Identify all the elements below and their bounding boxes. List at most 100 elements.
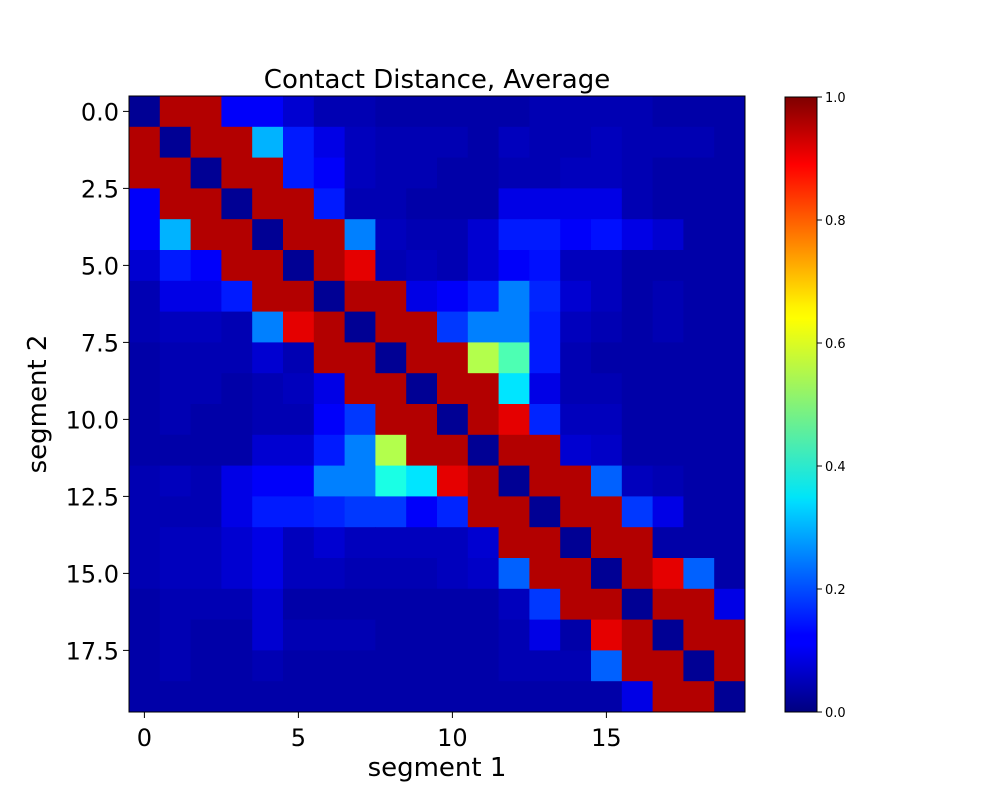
heatmap-cell [652,342,684,374]
heatmap-cell [560,342,592,374]
heatmap-cell [159,188,192,220]
heatmap-cell [529,465,561,497]
heatmap-cell [621,157,654,189]
heatmap-cell [375,465,407,497]
heatmap-cell [714,188,746,220]
heatmap-cell [159,650,192,682]
heatmap-cell [560,96,592,128]
heatmap-cell [652,157,684,189]
heatmap-cell [683,157,715,189]
heatmap-cell [313,219,346,251]
heatmap-cell [159,527,192,559]
heatmap-cell [283,280,315,313]
heatmap-cell [313,496,346,528]
heatmap-cell [221,404,253,436]
heatmap-cell [190,188,222,220]
heatmap-cell [437,527,469,559]
heatmap-cell [406,681,438,713]
heatmap-cell [714,311,746,343]
heatmap-cell [129,404,161,436]
heatmap-cell [159,311,192,343]
heatmap-cell [529,527,561,559]
heatmap-cell [529,96,561,128]
heatmap-cell [252,434,284,467]
heatmap-cell [190,126,222,159]
heatmap-cell [283,342,315,374]
heatmap-cell [591,126,623,159]
heatmap-cell [344,157,376,189]
heatmap-cell [621,404,654,436]
heatmap-cell [159,404,192,436]
heatmap-cell [375,434,407,467]
heatmap-cell [190,496,222,528]
heatmap-cell [683,188,715,220]
heatmap-cell [437,157,469,189]
heatmap-cell [252,619,284,651]
heatmap-cell [529,650,561,682]
heatmap-cell [221,157,253,189]
heatmap-cell [683,373,715,405]
heatmap-cell [252,588,284,621]
heatmap-cell [437,342,469,374]
heatmap-cell [498,219,530,251]
x-tick-label: 5 [291,724,306,752]
heatmap-cell [498,650,530,682]
heatmap-cell [714,280,746,313]
heatmap-cell [683,681,715,713]
heatmap-cell [252,558,284,590]
heatmap-cell [591,373,623,405]
heatmap-cell [714,434,746,467]
colorbar-tick-label: 0.6 [825,337,846,352]
heatmap-cell [283,250,315,282]
heatmap-cell [652,373,684,405]
heatmap-cell [714,619,746,651]
heatmap-cell [621,619,654,651]
heatmap-cell [467,311,500,343]
heatmap-cell [714,126,746,159]
heatmap-cell [252,404,284,436]
heatmap-cell [683,496,715,528]
heatmap-cell [529,681,561,713]
heatmap-cell [683,650,715,682]
heatmap-cell [498,434,530,467]
heatmap-cell [529,342,561,374]
heatmap-cell [283,681,315,713]
heatmap-cell [159,250,192,282]
heatmap-cell [252,250,284,282]
heatmap-cell [190,342,222,374]
heatmap-cell [159,126,192,159]
heatmap-cell [621,126,654,159]
heatmap-cell [560,681,592,713]
heatmap-cell [190,373,222,405]
heatmap-cell [467,280,500,313]
heatmap-cell [252,465,284,497]
heatmap-cell [560,496,592,528]
heatmap-cell [714,527,746,559]
heatmap-cell [529,404,561,436]
heatmap-cell [406,619,438,651]
heatmap-cell [190,96,222,128]
colorbar-tick-label: 0.8 [825,214,846,229]
heatmap-cells [129,96,746,713]
y-axis-label: segment 2 [23,335,53,474]
heatmap-cell [159,558,192,590]
heatmap-cell [375,373,407,405]
heatmap-cell [683,126,715,159]
heatmap-cell [252,373,284,405]
heatmap-cell [714,496,746,528]
heatmap-cell [652,311,684,343]
heatmap-cell [529,373,561,405]
heatmap-cell [406,311,438,343]
heatmap-cell [283,373,315,405]
heatmap-cell [560,404,592,436]
heatmap-cell [375,280,407,313]
heatmap-cell [406,373,438,405]
heatmap-cell [129,558,161,590]
heatmap-cell [498,280,530,313]
heatmap-cell [498,311,530,343]
heatmap-cell [467,619,500,651]
heatmap-cell [467,96,500,128]
heatmap-cell [344,434,376,467]
heatmap-cell [467,650,500,682]
y-tick-label: 12.5 [66,483,119,511]
